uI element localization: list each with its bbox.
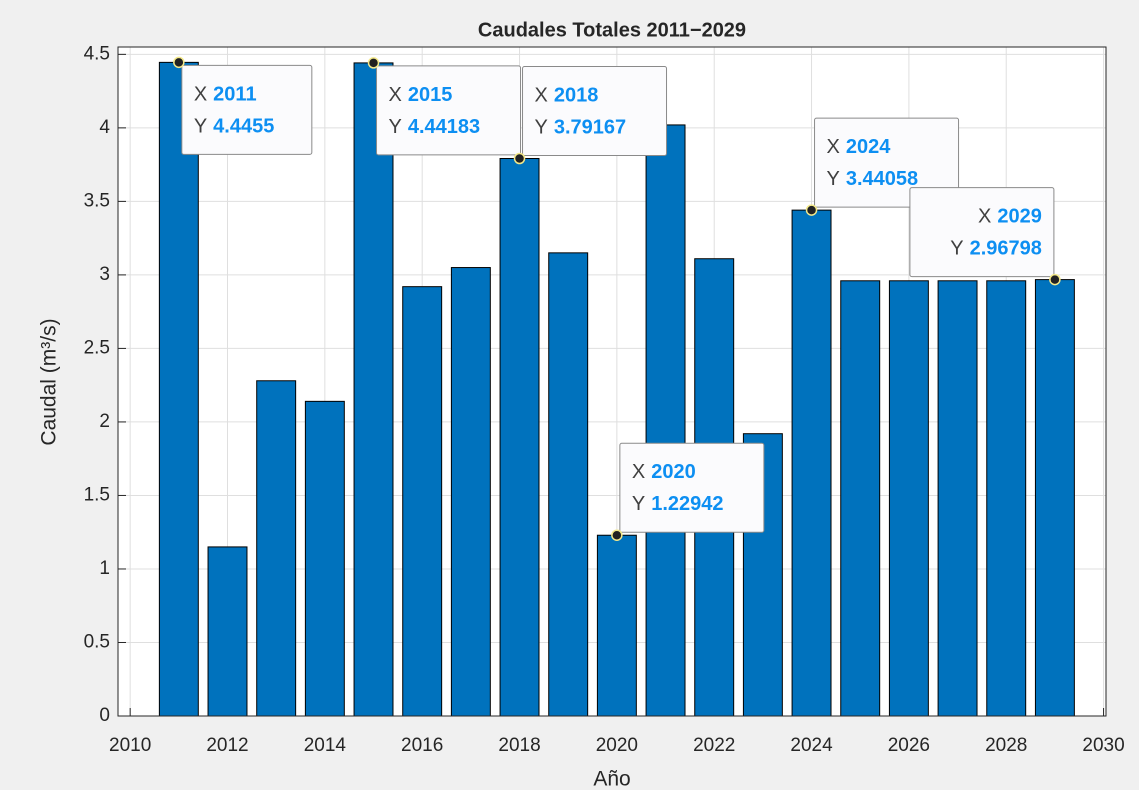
bar xyxy=(304,400,345,717)
x-axis-label: Año xyxy=(593,768,630,790)
datatip-x: X 2011 xyxy=(194,84,257,106)
x-tick-label: 2028 xyxy=(985,735,1027,756)
x-tick-label: 2026 xyxy=(888,735,930,756)
datatip-value: 3.44058 xyxy=(846,168,918,190)
datatip-key: X xyxy=(535,85,548,107)
datatip-value: 2020 xyxy=(651,462,696,484)
datatip-value: 2.96798 xyxy=(970,238,1042,260)
datatip-key: X xyxy=(632,462,645,484)
x-tick-label: 2012 xyxy=(206,735,248,756)
datatip-y: Y 3.44058 xyxy=(827,168,919,190)
datatip-value: 1.22942 xyxy=(651,494,723,516)
datatip-key: Y xyxy=(632,494,645,516)
datatip-marker xyxy=(173,56,185,69)
datatip-marker xyxy=(367,57,380,69)
datatip-x: X 2024 xyxy=(827,136,892,158)
datatip-y: Y 2.96798 xyxy=(950,238,1042,260)
x-tick-label: 2016 xyxy=(401,735,443,756)
bar xyxy=(596,534,637,717)
datatip-marker xyxy=(513,152,526,165)
bar xyxy=(1034,279,1075,717)
datatip-value: 2024 xyxy=(846,136,891,158)
datatip: X 2011 Y 4.4455 xyxy=(173,56,313,155)
x-tick-label: 2020 xyxy=(596,735,638,756)
datatip-box xyxy=(376,65,522,156)
datatip-marker xyxy=(805,204,818,216)
datatip-y: Y 3.79167 xyxy=(535,117,627,139)
y-tick-label: 1 xyxy=(99,558,110,579)
datatip-value: 4.44183 xyxy=(408,116,480,138)
datatip-key: X xyxy=(978,206,991,228)
y-tick-label: 1.5 xyxy=(84,484,110,505)
x-tick-label: 2030 xyxy=(1082,735,1124,756)
datatip: X 2029 Y 2.96798 xyxy=(909,187,1061,286)
datatip-y: Y 4.4455 xyxy=(194,116,275,138)
datatip-x: X 2015 xyxy=(389,84,453,106)
bar xyxy=(548,252,589,717)
x-tick-label: 2018 xyxy=(498,735,540,756)
datatip-box xyxy=(522,65,668,156)
bar xyxy=(937,280,978,717)
datatip-key: Y xyxy=(389,116,402,138)
datatip-value: 2029 xyxy=(997,206,1042,228)
x-tick-label: 2024 xyxy=(790,735,833,756)
bar xyxy=(791,209,832,717)
datatip-x: X 2029 xyxy=(978,206,1042,228)
datatip-key: Y xyxy=(950,238,963,260)
datatip-key: X xyxy=(389,84,402,106)
datatip-marker xyxy=(1049,273,1061,286)
bar xyxy=(207,546,248,717)
y-axis-label: Caudal (m³/s) xyxy=(38,318,61,445)
datatip: X 2020 Y 1.22942 xyxy=(611,442,765,541)
datatip-box xyxy=(619,442,765,533)
datatip-y: Y 1.22942 xyxy=(632,494,724,516)
y-tick-label: 3.5 xyxy=(84,190,110,211)
bar xyxy=(499,157,540,717)
datatip: X 2018 Y 3.79167 xyxy=(513,65,668,165)
datatip-value: 4.4455 xyxy=(213,116,274,138)
datatip-x: X 2020 xyxy=(632,462,696,484)
y-tick-label: 2.5 xyxy=(84,337,110,358)
bar xyxy=(986,280,1027,717)
datatip-key: Y xyxy=(827,168,840,190)
axes-box xyxy=(117,46,1107,717)
y-tick-label: 4 xyxy=(99,117,110,138)
datatip-box xyxy=(181,64,313,155)
bar xyxy=(402,286,443,717)
datatip-key: X xyxy=(194,84,207,106)
bar xyxy=(353,62,394,717)
datatip: X 2024 Y 3.44058 xyxy=(805,117,960,216)
bar xyxy=(888,280,929,717)
datatip-key: Y xyxy=(535,117,548,139)
chart-title: Caudales Totales 2011−2029 xyxy=(478,19,746,41)
y-tick-label: 0 xyxy=(99,705,110,726)
x-tick-label: 2010 xyxy=(109,735,151,756)
datatip-value: 2015 xyxy=(408,84,453,106)
datatip-value: 2011 xyxy=(213,84,256,106)
datatip-value: 3.79167 xyxy=(554,117,626,139)
datatip-marker xyxy=(611,529,623,541)
datatip-key: Y xyxy=(194,116,207,138)
datatip-y: Y 4.44183 xyxy=(389,116,481,138)
y-tick-label: 4.5 xyxy=(84,43,110,64)
datatip-value: 2018 xyxy=(554,85,599,107)
datatip-box xyxy=(814,117,960,208)
datatip-x: X 2018 xyxy=(535,85,599,107)
bar xyxy=(645,124,686,717)
bar xyxy=(840,280,881,717)
datatip-key: X xyxy=(827,136,840,158)
y-tick-label: 3 xyxy=(99,264,110,285)
bar xyxy=(158,61,199,717)
x-tick-label: 2022 xyxy=(693,735,735,756)
y-tick-label: 2 xyxy=(99,411,110,432)
datatip: X 2015 Y 4.44183 xyxy=(367,57,522,156)
datatip-box xyxy=(909,187,1055,278)
x-tick-label: 2014 xyxy=(304,735,347,756)
bar xyxy=(256,380,297,717)
bar xyxy=(450,267,491,717)
y-tick-label: 0.5 xyxy=(84,631,110,652)
